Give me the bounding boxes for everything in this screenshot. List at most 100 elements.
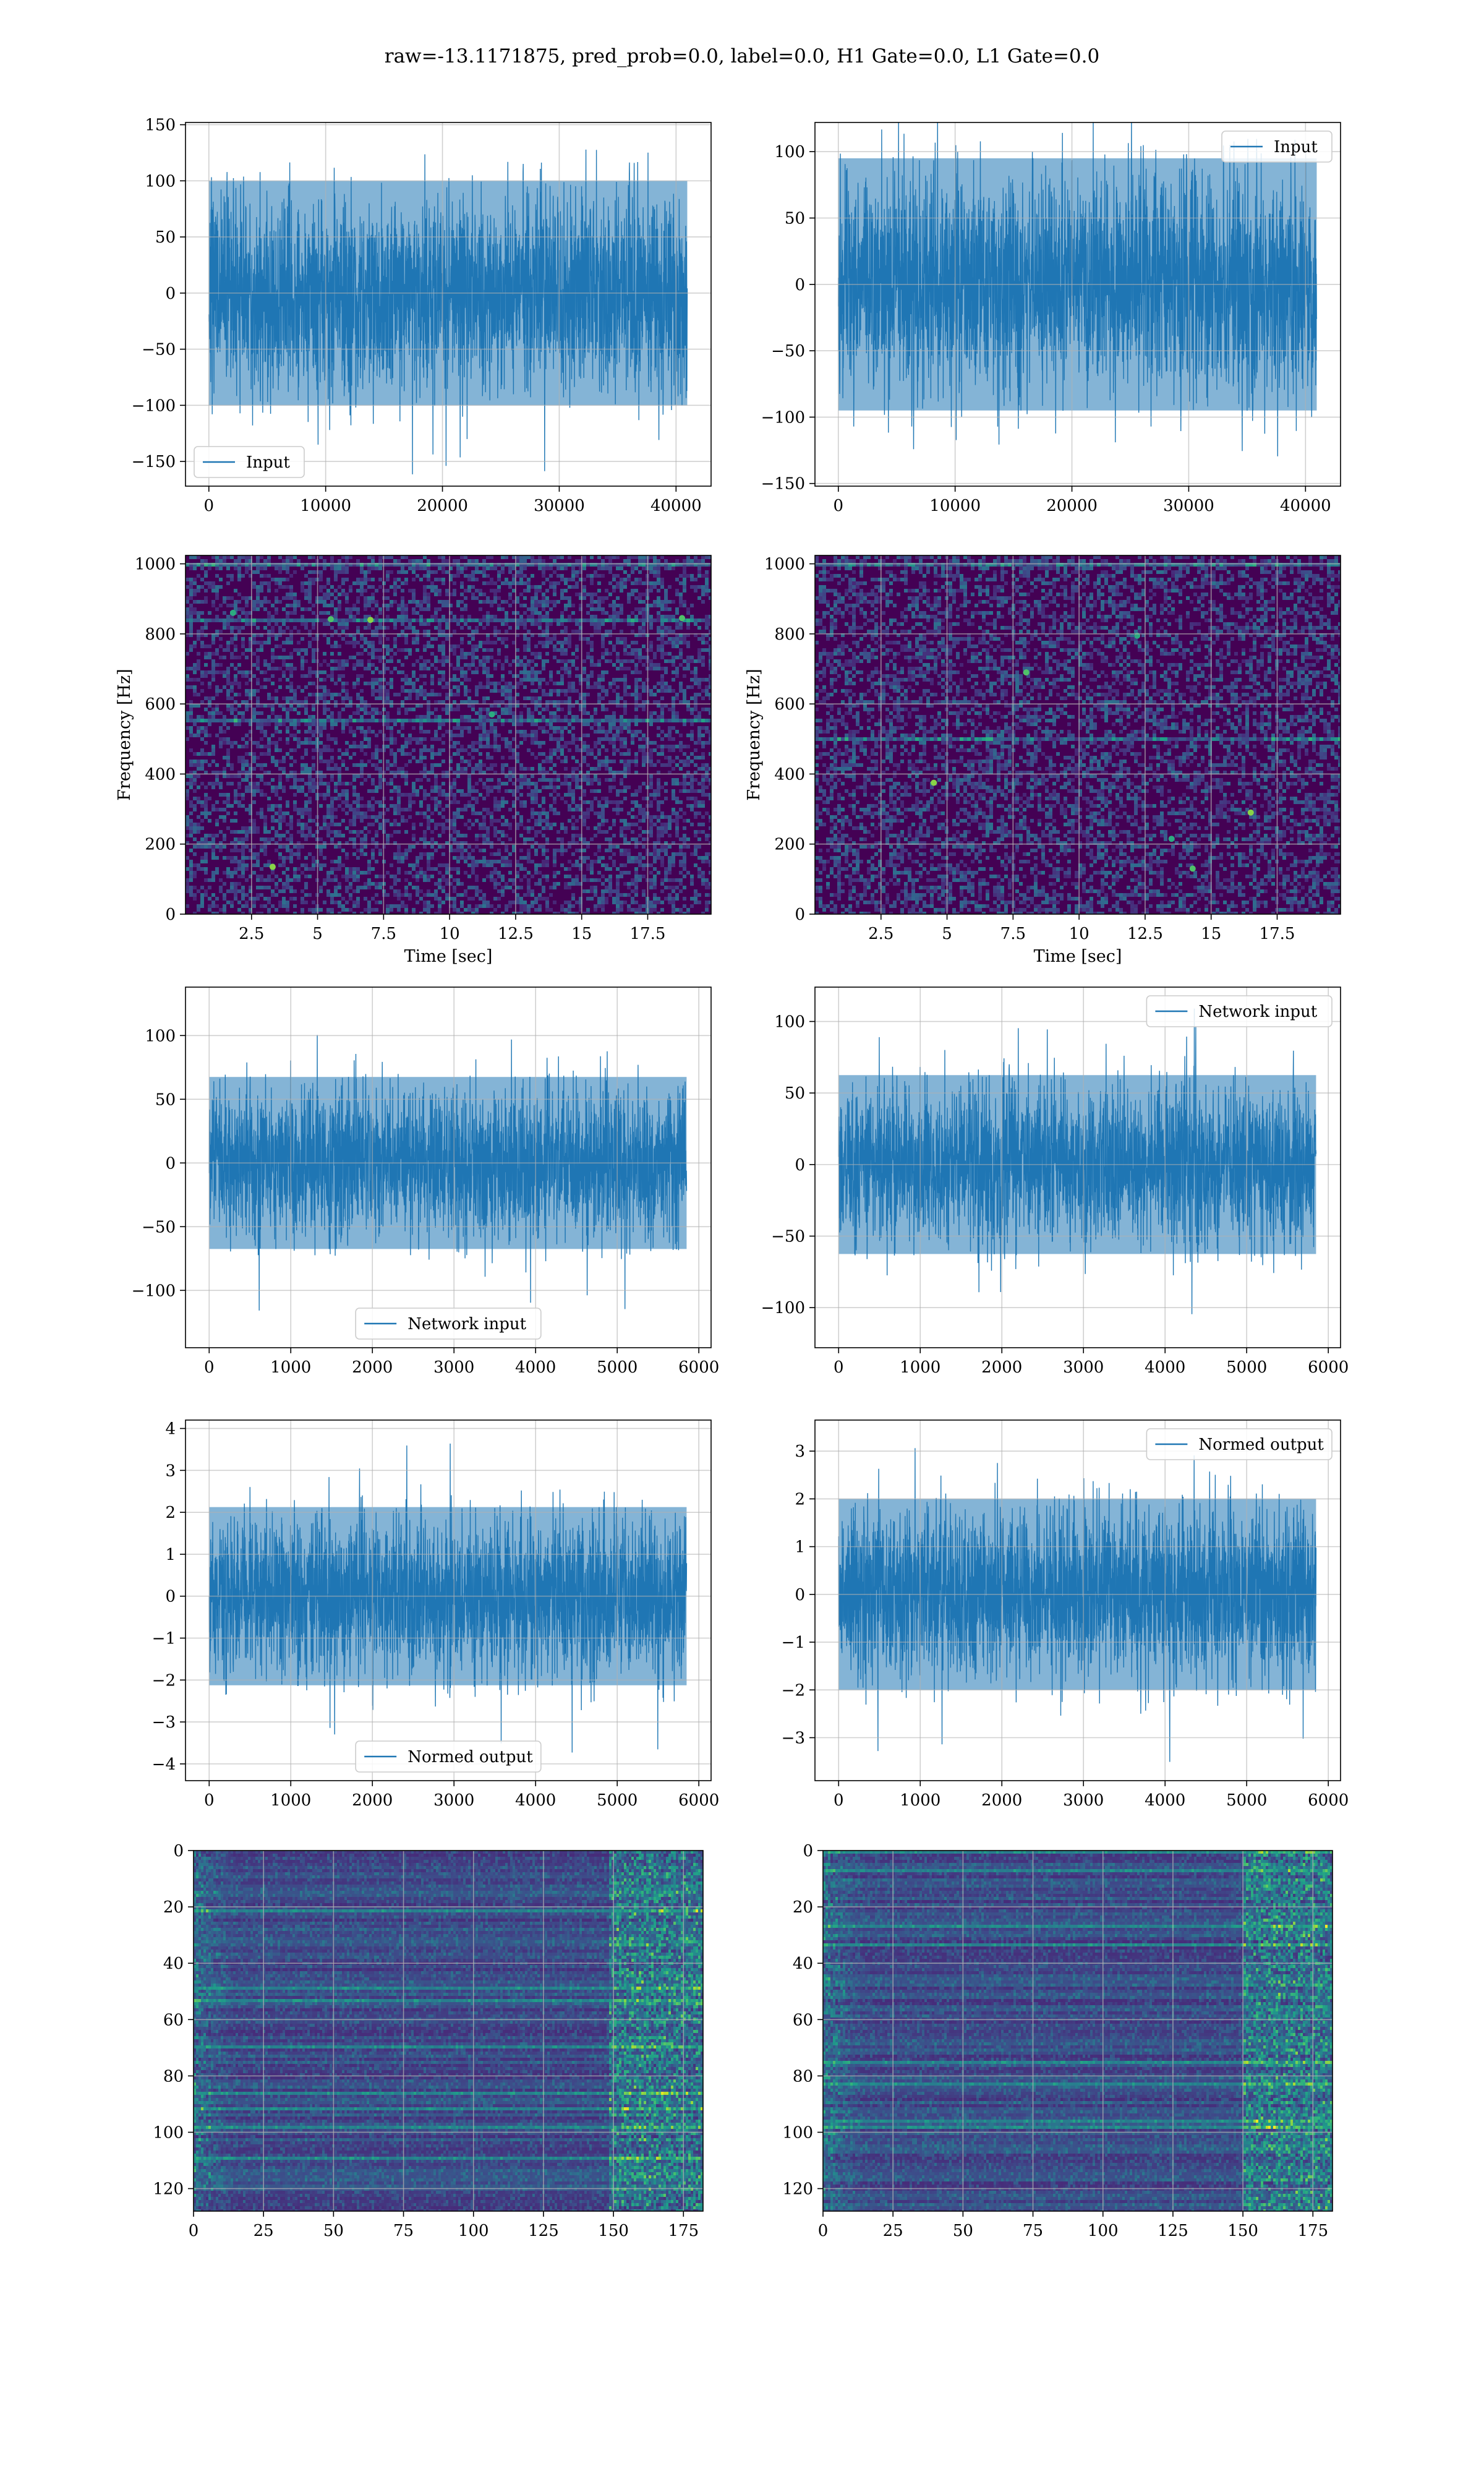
h1-normed-output-xtick-label-0: 0 xyxy=(204,1791,215,1810)
l1-feature-map-xtick-label-7: 175 xyxy=(1297,2222,1328,2240)
l1-spectrogram-xtick-label-4: 12.5 xyxy=(1127,925,1163,943)
l1-network-input-ytick-label-1: −50 xyxy=(771,1228,805,1246)
h1-normed-output-ytick-label-1: −3 xyxy=(152,1713,176,1732)
l1-spectrogram-ytick-label-3: 600 xyxy=(774,695,805,714)
h1-feature-map-xtick-label-6: 150 xyxy=(598,2222,629,2240)
l1-normed-output-xtick-label-3: 3000 xyxy=(1063,1791,1104,1810)
h1-spectrogram-feature-1 xyxy=(328,616,334,622)
h1-network-input-ytick-label-3: 50 xyxy=(155,1090,176,1109)
l1-normed-output-legend-label: Normed output xyxy=(1198,1436,1324,1454)
h1-feature-map-heatmap-cells xyxy=(194,1851,703,2212)
h1-input-ytick-label-6: 150 xyxy=(145,116,176,135)
l1-normed-output-ytick-label-4: 1 xyxy=(795,1538,805,1557)
h1-feature-map-plot-area xyxy=(194,1851,703,2212)
l1-spectrogram-xtick-label-0: 2.5 xyxy=(868,925,893,943)
h1-spectrogram-xtick-label-2: 7.5 xyxy=(371,925,396,943)
h1-spectrogram-xtick-label-6: 17.5 xyxy=(630,925,666,943)
h1-input-ytick-label-3: 0 xyxy=(165,285,176,303)
l1-normed-output-xtick-label-2: 2000 xyxy=(981,1791,1022,1810)
l1-input-ytick-label-4: 50 xyxy=(785,210,805,228)
h1-spectrogram-feature-5 xyxy=(488,711,495,717)
h1-spectrogram-xtick-label-5: 15 xyxy=(571,925,592,943)
l1-input-legend: Input xyxy=(1222,131,1332,162)
l1-spectrogram-xtick-label-6: 17.5 xyxy=(1260,925,1295,943)
l1-input-ytick-label-0: −150 xyxy=(761,475,805,494)
l1-feature-map-ytick-label-5: 100 xyxy=(782,2123,813,2142)
l1-feature-map-xtick-label-0: 0 xyxy=(818,2222,829,2240)
l1-input-legend-label: Input xyxy=(1274,138,1318,156)
l1-spectrogram-feature-1 xyxy=(1023,669,1030,675)
h1-spectrogram-xtick-label-0: 2.5 xyxy=(239,925,264,943)
l1-normed-output-xtick-label-5: 5000 xyxy=(1226,1791,1267,1810)
h1-normed-output-xtick-label-2: 2000 xyxy=(352,1791,393,1810)
l1-feature-map-xtick-label-1: 25 xyxy=(883,2222,903,2240)
h1-normed-output-ytick-label-6: 2 xyxy=(165,1504,176,1522)
h1-normed-output-xtick-label-3: 3000 xyxy=(433,1791,474,1810)
l1-feature-map-ytick-label-6: 120 xyxy=(782,2180,813,2199)
l1-spectrogram-feature-0 xyxy=(931,780,937,786)
h1-feature-map-ytick-label-2: 40 xyxy=(163,1954,184,1973)
l1-feature-map-xtick-label-3: 75 xyxy=(1023,2222,1043,2240)
l1-network-input-xtick-label-1: 1000 xyxy=(900,1358,940,1377)
l1-network-input-xtick-label-6: 6000 xyxy=(1308,1358,1349,1377)
l1-spectrogram-feature-3 xyxy=(1248,810,1254,816)
h1-spectrogram-ytick-label-1: 200 xyxy=(145,836,176,854)
figure-title: raw=-13.1171875, pred_prob=0.0, label=0.… xyxy=(385,45,1099,67)
h1-feature-map-ytick-label-6: 120 xyxy=(153,2180,184,2199)
h1-input-xtick-label-3: 30000 xyxy=(534,497,585,515)
h1-spectrogram-feature-3 xyxy=(270,864,276,870)
h1-spectrogram-xlabel: Time [sec] xyxy=(404,947,493,966)
h1-input-ytick-label-5: 100 xyxy=(145,172,176,190)
h1-input-xtick-label-2: 20000 xyxy=(417,497,468,515)
l1-spectrogram-feature-2 xyxy=(1169,836,1175,842)
h1-feature-map-xtick-label-0: 0 xyxy=(189,2222,199,2240)
h1-normed-output-ytick-label-8: 4 xyxy=(165,1420,176,1439)
h1-spectrogram-feature-2 xyxy=(230,610,236,616)
l1-spectrogram-plot-area xyxy=(815,555,1342,915)
h1-feature-map-ytick-label-5: 100 xyxy=(153,2123,184,2142)
l1-input-xtick-label-0: 0 xyxy=(834,497,844,515)
l1-normed-output-ytick-label-5: 2 xyxy=(795,1490,805,1509)
h1-feature-map-xtick-label-7: 175 xyxy=(668,2222,699,2240)
l1-normed-output-xtick-label-0: 0 xyxy=(834,1791,844,1810)
h1-spectrogram-ylabel: Frequency [Hz] xyxy=(115,669,134,800)
h1-input-ytick-label-1: −100 xyxy=(132,396,176,415)
h1-network-input-ytick-label-0: −100 xyxy=(132,1282,176,1300)
h1-network-input-xtick-label-6: 6000 xyxy=(678,1358,719,1377)
h1-network-input-xtick-label-3: 3000 xyxy=(433,1358,474,1377)
l1-input-ytick-label-5: 100 xyxy=(774,143,805,161)
l1-network-input-xtick-label-5: 5000 xyxy=(1226,1358,1267,1377)
l1-network-input-ytick-label-0: −100 xyxy=(761,1299,805,1317)
h1-normed-output-ytick-label-2: −2 xyxy=(152,1671,176,1690)
h1-feature-map-xtick-label-5: 125 xyxy=(528,2222,559,2240)
l1-input-xtick-label-1: 10000 xyxy=(929,497,981,515)
h1-spectrogram-ytick-label-2: 400 xyxy=(145,765,176,784)
h1-spectrogram-plot-area xyxy=(186,555,712,915)
l1-spectrogram-ytick-label-1: 200 xyxy=(774,836,805,854)
h1-spectrogram-ytick-label-3: 600 xyxy=(145,695,176,714)
l1-input-plot-area xyxy=(838,111,1317,456)
h1-spectrogram-ytick-label-5: 1000 xyxy=(135,555,176,574)
h1-network-input-legend: Network input xyxy=(356,1308,541,1339)
l1-input-ytick-label-1: −100 xyxy=(761,408,805,427)
h1-network-input-xtick-label-5: 5000 xyxy=(597,1358,638,1377)
h1-spectrogram-feature-0 xyxy=(367,617,373,623)
l1-spectrogram-xtick-label-2: 7.5 xyxy=(1000,925,1026,943)
l1-network-input-legend-label: Network input xyxy=(1198,1003,1317,1021)
l1-spectrogram-ytick-label-4: 800 xyxy=(774,625,805,644)
l1-spectrogram-xlabel: Time [sec] xyxy=(1034,947,1122,966)
h1-input-ytick-label-4: 50 xyxy=(155,228,176,247)
h1-normed-output-ytick-label-4: 0 xyxy=(165,1588,176,1606)
h1-normed-output-legend-label: Normed output xyxy=(407,1748,533,1766)
l1-feature-map-ytick-label-2: 40 xyxy=(793,1954,813,1973)
h1-input-legend: Input xyxy=(194,447,304,477)
l1-spectrogram-ytick-label-5: 1000 xyxy=(764,555,805,574)
h1-network-input-ytick-label-4: 100 xyxy=(145,1027,176,1045)
h1-input-xtick-label-1: 10000 xyxy=(300,497,351,515)
l1-feature-map-ytick-label-1: 20 xyxy=(793,1898,813,1917)
l1-feature-map-ytick-label-3: 60 xyxy=(793,2011,813,2029)
h1-normed-output-ytick-label-5: 1 xyxy=(165,1546,176,1564)
